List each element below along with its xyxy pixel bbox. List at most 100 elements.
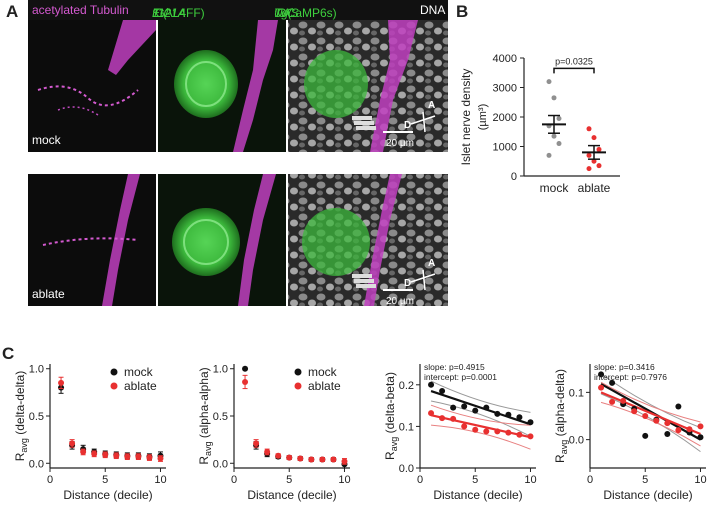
data-point [472, 426, 479, 433]
fit-line [600, 382, 702, 441]
data-point [653, 417, 660, 424]
data-point [505, 429, 512, 436]
y-tick-label: 0.1 [399, 421, 414, 433]
y-tick-label: 0.1 [569, 387, 584, 399]
data-point [516, 431, 523, 438]
header-tubulin: acetylated Tubulin [32, 3, 129, 17]
axis-label-a: A [428, 258, 435, 269]
data-point [135, 453, 142, 460]
data-point [91, 450, 98, 457]
data-point [439, 388, 446, 395]
y-tick-label: 0.0 [213, 458, 228, 470]
fit-line [600, 391, 701, 435]
x-tick-label: mock [540, 181, 570, 195]
stats-annotation: slope: p=0.3416 [594, 362, 655, 372]
data-point [113, 452, 120, 459]
z-stack-icon [352, 116, 376, 130]
stats-annotation: intercept: p=0.0001 [424, 372, 497, 382]
fit-line [430, 389, 531, 426]
data-point [102, 451, 109, 458]
data-point [527, 433, 534, 440]
nerve-fiber [57, 106, 99, 116]
confidence-band [600, 393, 701, 453]
panel-label-b: B [456, 2, 469, 21]
y-tick-label: 1.0 [29, 364, 44, 376]
islet-overlay [304, 50, 368, 118]
data-point [591, 135, 597, 141]
panel-label-a: A [6, 2, 19, 21]
axis-line [410, 273, 436, 283]
scale-label: 20 µm [386, 296, 414, 306]
x-tick-label: 5 [642, 474, 648, 486]
data-point [620, 397, 627, 404]
y-tick-label: 0.5 [213, 411, 228, 423]
scale-label: 20 µm [386, 138, 414, 149]
legend-label: ablate [124, 379, 157, 393]
y-tick-label: 0.0 [569, 435, 584, 447]
significance-bracket [553, 67, 595, 74]
data-point [341, 458, 348, 465]
y-tick-label: 0 [511, 171, 517, 183]
islet-cells [185, 61, 227, 107]
data-point [598, 384, 605, 391]
row-label-ablate: ablate [32, 287, 65, 301]
data-point [609, 379, 616, 386]
data-point [556, 115, 562, 121]
data-point [242, 378, 249, 385]
data-point [483, 428, 490, 435]
legend-marker [294, 382, 302, 390]
legend-label: mock [124, 365, 154, 379]
data-point [697, 434, 704, 441]
microscopy-grid: A D 20 µm mock A D 20 µm ablate [28, 20, 448, 306]
data-point [472, 407, 479, 414]
data-point [551, 95, 557, 101]
y-tick-label: 2000 [493, 112, 517, 124]
axis-label-d: D [404, 278, 411, 289]
confidence-band [430, 380, 531, 413]
x-tick-label: 10 [694, 474, 706, 486]
z-stack-icon [352, 274, 376, 288]
legend-label: ablate [308, 379, 341, 393]
data-point [461, 423, 468, 430]
x-tick-label: ablate [578, 181, 611, 195]
y-axis-label: Ravg (alpha-delta) [553, 369, 569, 463]
x-axis-label: Distance (decile) [433, 488, 522, 502]
y-tick-label: 1000 [493, 142, 517, 154]
data-point [450, 415, 457, 422]
data-point [319, 456, 326, 463]
x-tick-label: 5 [286, 474, 292, 486]
y-axis-label: Islet nerve density [459, 69, 473, 166]
nerve-mock-1 [108, 20, 156, 75]
confidence-band [430, 404, 531, 426]
data-point [308, 456, 315, 463]
x-axis-label: Distance (decile) [603, 488, 692, 502]
legend-marker [110, 382, 118, 390]
axis-line [410, 115, 436, 125]
y-axis-label: Ravg (delta-beta) [383, 372, 399, 460]
axis-line [422, 269, 426, 291]
data-point [697, 423, 704, 430]
data-point [642, 413, 649, 419]
y-tick-label: 0.5 [29, 411, 44, 423]
data-point [242, 365, 249, 372]
y-axis-unit: (µm³) [477, 104, 489, 131]
y-tick-label: 1.0 [213, 364, 228, 376]
data-point [69, 440, 76, 447]
data-point [556, 141, 562, 147]
data-point [516, 414, 523, 421]
y-tick-label: 0.2 [399, 380, 414, 392]
data-point [286, 454, 293, 461]
data-point [80, 448, 87, 455]
data-point [439, 415, 446, 422]
data-point [586, 166, 592, 172]
data-point [664, 420, 671, 427]
data-point [264, 448, 271, 455]
data-point [686, 426, 693, 433]
fit-line [430, 414, 531, 439]
microscopy-header: acetylated Tubulin Et(1121A:GAL4FF) Tg(U… [28, 0, 448, 20]
p-value-annotation: p=0.0325 [555, 56, 593, 66]
y-tick-label: 0.0 [29, 458, 44, 470]
